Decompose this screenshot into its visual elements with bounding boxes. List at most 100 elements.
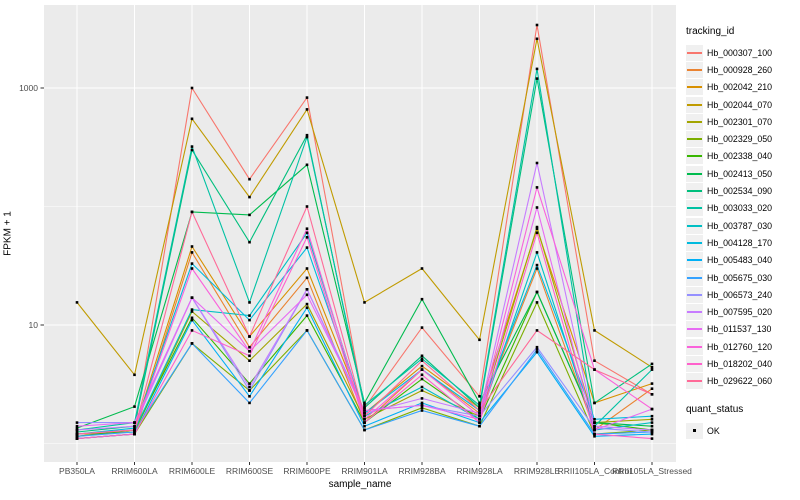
legend-line-icon <box>687 138 702 141</box>
data-point <box>190 148 194 152</box>
data-point <box>478 338 481 342</box>
legend-label: Hb_029622_060 <box>707 376 773 387</box>
data-point <box>75 421 79 424</box>
legend-item: Hb_002042_210 <box>686 79 798 96</box>
legend-key <box>686 131 703 148</box>
data-point <box>420 397 424 400</box>
data-point <box>478 406 481 410</box>
legend-line-icon <box>687 293 702 296</box>
legend-quant-status: quant_status OK <box>686 404 798 439</box>
legend-label: Hb_003787_030 <box>707 220 773 231</box>
data-point <box>133 426 136 430</box>
legend-label: Hb_004128_170 <box>707 237 773 248</box>
data-point <box>133 373 136 377</box>
legend-key <box>686 148 703 165</box>
data-point <box>248 359 251 362</box>
data-point <box>75 430 79 434</box>
data-point <box>363 404 366 407</box>
legend-item-ok: OK <box>686 422 798 439</box>
legend-line-icon <box>687 68 702 71</box>
data-point <box>190 145 194 148</box>
legend-label: Hb_000928_260 <box>707 64 773 75</box>
legend-line-icon <box>687 276 702 279</box>
legend-label: Hb_005483_040 <box>707 255 773 266</box>
data-point <box>248 195 251 199</box>
data-point <box>593 426 596 430</box>
legend-item: Hb_002534_090 <box>686 182 798 200</box>
data-point <box>190 318 194 322</box>
data-point <box>363 428 366 432</box>
data-point <box>248 354 251 358</box>
legend-label: Hb_011537_130 <box>707 324 772 335</box>
x-tick-label: RRIM600LE <box>169 466 216 476</box>
legend-item: Hb_007595_020 <box>686 303 798 321</box>
legend-key <box>686 304 703 321</box>
legend-line-icon <box>687 362 702 365</box>
legend-item: Hb_000928_260 <box>686 61 798 78</box>
data-point <box>363 409 366 412</box>
legend-item: Hb_002044_070 <box>686 96 798 113</box>
x-tick-label: RRIM600PE <box>283 466 331 476</box>
x-tick-label: RRIM928BA <box>398 466 446 476</box>
data-point <box>593 428 596 432</box>
data-point <box>478 414 481 418</box>
data-point <box>248 177 251 181</box>
data-point <box>650 362 654 366</box>
legend-item: Hb_002329_050 <box>686 130 798 148</box>
data-point <box>593 418 596 421</box>
x-tick-label: RRIM901LA <box>341 466 388 476</box>
data-point <box>133 424 136 428</box>
data-point <box>650 382 654 385</box>
data-point <box>535 301 539 304</box>
data-point <box>535 227 539 230</box>
x-tick-label: RRIM600SE <box>226 466 274 476</box>
legend: tracking_id Hb_000307_100 Hb_000928_260 Hb… <box>686 26 798 439</box>
legend-item: Hb_004128_170 <box>686 234 798 251</box>
data-point <box>305 314 309 317</box>
legend-key <box>686 44 703 61</box>
data-point <box>190 245 194 248</box>
data-point <box>248 401 251 405</box>
legend-line-icon <box>687 259 702 262</box>
legend-line-icon <box>687 120 702 123</box>
legend-key <box>686 165 703 182</box>
legend-label: Hb_007595_020 <box>707 307 773 318</box>
data-point <box>363 421 366 424</box>
data-point <box>305 135 309 139</box>
data-point <box>650 368 654 371</box>
data-point <box>75 435 79 438</box>
legend-key <box>686 321 703 338</box>
data-point <box>190 342 194 345</box>
data-point <box>593 435 596 438</box>
point-icon <box>693 429 696 433</box>
data-point <box>305 205 309 208</box>
legend-item: Hb_003787_030 <box>686 217 798 234</box>
legend-line-icon <box>687 345 702 348</box>
legend-label: Hb_018202_040 <box>707 358 773 369</box>
data-point <box>593 421 596 424</box>
legend-label: Hb_012760_120 <box>707 341 773 352</box>
data-point <box>248 395 251 398</box>
legend-key <box>686 217 703 234</box>
data-point <box>133 432 136 436</box>
legend-item: Hb_002301_070 <box>686 113 798 130</box>
legend-item: Hb_011537_130 <box>686 321 798 338</box>
data-point <box>305 246 309 249</box>
data-point <box>305 288 309 291</box>
data-point <box>420 385 424 389</box>
data-point <box>420 389 424 392</box>
data-point <box>420 359 424 362</box>
data-point <box>248 301 251 304</box>
legend-line-icon <box>687 51 702 54</box>
data-point <box>190 296 194 299</box>
data-point <box>190 316 194 320</box>
y-axis-title: FPKM + 1 <box>2 211 14 256</box>
legend-key <box>686 183 703 200</box>
data-point <box>305 302 309 306</box>
legend-line-icon <box>687 380 702 383</box>
legend-line-icon <box>687 172 702 175</box>
data-point <box>75 437 79 440</box>
data-point <box>650 424 654 428</box>
data-point <box>593 359 596 362</box>
data-point <box>535 225 539 229</box>
